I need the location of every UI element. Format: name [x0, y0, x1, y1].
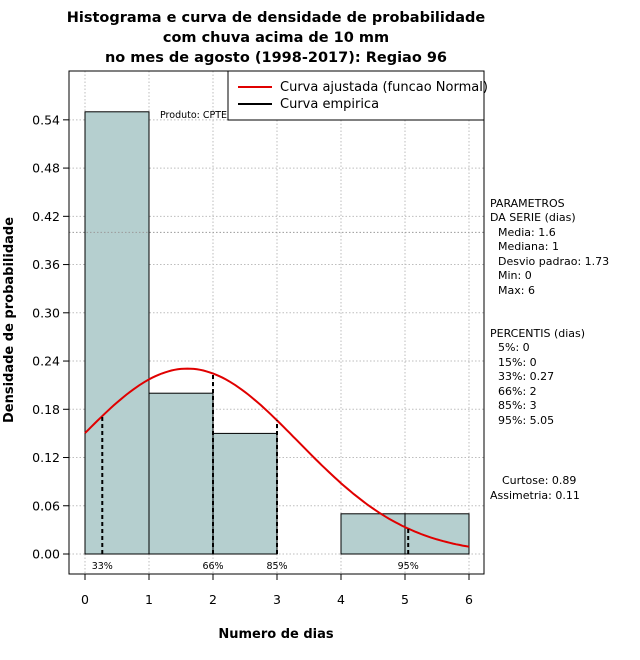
y-tick-label-8: 0.48 — [32, 161, 60, 176]
percentis-title: PERCENTIS (dias) — [490, 327, 585, 340]
histogram-bars — [84, 111, 470, 555]
histogram-bar-1 — [148, 392, 214, 555]
percentil-66: 66%: 2 — [498, 385, 537, 398]
side-panel: PARAMETROS DA SERIE (dias) Media: 1.6 Me… — [490, 197, 609, 502]
histogram-bar-2 — [212, 432, 278, 555]
y-tick-label-9: 0.54 — [32, 112, 60, 127]
percentil-85: 85%: 3 — [498, 399, 537, 412]
y-tick-label-4: 0.24 — [32, 354, 60, 369]
percentil-95: 95%: 5.05 — [498, 414, 554, 427]
param-max: Max: 6 — [498, 284, 535, 297]
param-min: Min: 0 — [498, 269, 532, 282]
x-tick-label-3: 3 — [273, 592, 281, 607]
legend-label-empirical: Curva empirica — [280, 97, 379, 112]
percentil-33: 33%: 0.27 — [498, 370, 554, 383]
percentile-label-2: 85% — [266, 561, 287, 572]
y-tick-label-0: 0.00 — [32, 547, 60, 562]
params-title-2: DA SERIE (dias) — [490, 211, 576, 224]
x-tick-label-4: 4 — [337, 592, 345, 607]
y-tick-label-3: 0.18 — [32, 402, 60, 417]
y-axis: 0.00 0.06 0.12 0.18 0.24 0.30 0.36 0.42 0.48 0.54 — [32, 112, 69, 562]
percentile-label-3: 95% — [398, 561, 419, 572]
percentil-5: 5%: 0 — [498, 341, 530, 354]
param-media: Media: 1.6 — [498, 226, 556, 239]
chart-title-line-3: no mes de agosto (1998-2017): Regiao 96 — [105, 50, 447, 66]
legend: Curva ajustada (funcao Normal) Curva emp… — [227, 70, 488, 121]
histogram-bar-0 — [84, 111, 150, 555]
y-tick-label-5: 0.30 — [32, 305, 60, 320]
percentile-label-1: 66% — [202, 561, 223, 572]
x-tick-label-6: 6 — [465, 592, 473, 607]
histogram-bar-5 — [404, 513, 470, 555]
params-title-1: PARAMETROS — [490, 197, 565, 210]
watermark-text: Produto: CPTEC/INPE — [160, 110, 259, 121]
x-tick-label-5: 5 — [401, 592, 409, 607]
chart-title-line-2: com chuva acima de 10 mm — [163, 30, 389, 46]
param-mediana: Mediana: 1 — [498, 240, 559, 253]
x-axis: 0 1 2 3 4 5 6 — [81, 574, 473, 607]
x-tick-label-1: 1 — [145, 592, 153, 607]
curtose: Curtose: 0.89 — [502, 474, 576, 487]
chart-title-line-1: Histograma e curva de densidade de proba… — [67, 10, 486, 26]
assimetria: Assimetria: 0.11 — [490, 489, 580, 502]
percentile-label-0: 33% — [92, 561, 113, 572]
x-axis-label: Numero de dias — [218, 627, 334, 642]
x-tick-label-0: 0 — [81, 592, 89, 607]
y-axis-label: Densidade de probabilidade — [2, 217, 17, 423]
y-tick-label-7: 0.42 — [32, 209, 60, 224]
param-desvio: Desvio padrao: 1.73 — [498, 255, 609, 268]
legend-box — [227, 70, 485, 121]
y-tick-label-2: 0.12 — [32, 450, 60, 465]
percentile-markers: 33% 66% 85% 95% — [92, 373, 419, 572]
y-tick-label-6: 0.36 — [32, 257, 60, 272]
percentil-15: 15%: 0 — [498, 356, 537, 369]
legend-label-normal: Curva ajustada (funcao Normal) — [280, 80, 488, 95]
histogram-bar-4 — [340, 513, 406, 555]
x-tick-label-2: 2 — [209, 592, 217, 607]
y-tick-label-1: 0.06 — [32, 498, 60, 513]
